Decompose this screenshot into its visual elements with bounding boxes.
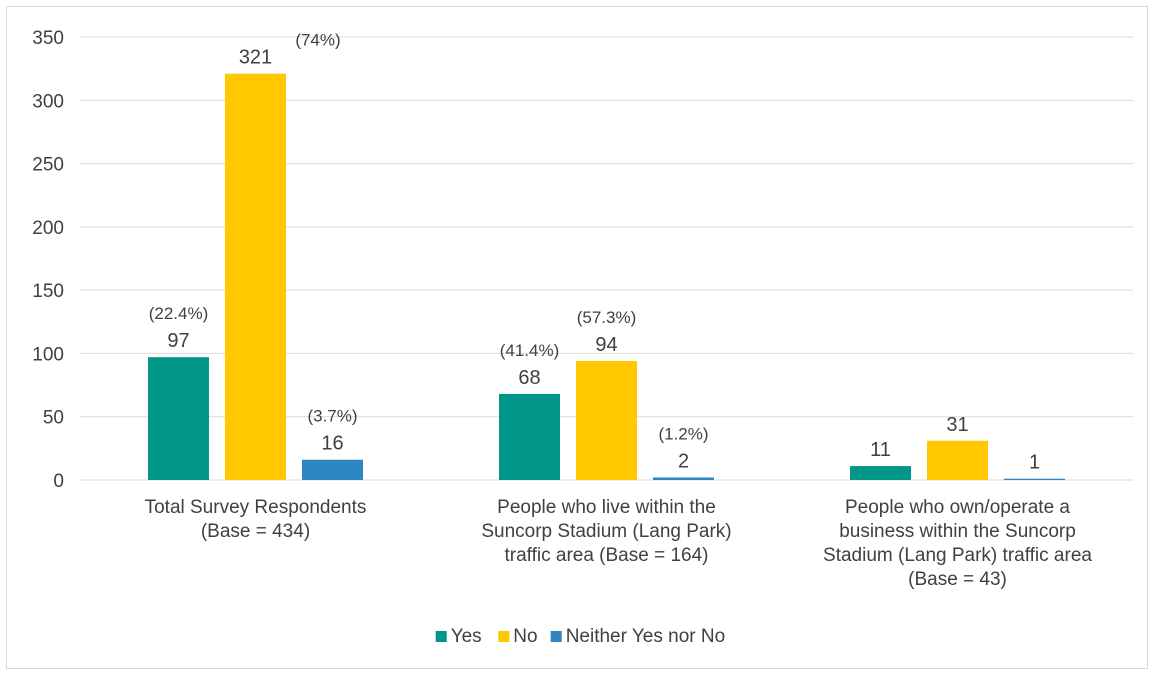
value-label: 16 [321,433,343,455]
percent-label: (74%) [295,31,340,50]
y-axis-tick-labels: 0 50 100 150 200 250 300 350 [32,28,64,492]
bar-neither-yes-nor-no [1004,478,1065,480]
y-tick-label: 300 [32,91,64,112]
category-label: (Base = 434) [201,521,310,542]
chart-border [6,6,1148,669]
y-tick-label: 250 [32,155,64,176]
category-label: business within the Suncorp [839,521,1076,542]
legend-label: Yes [451,626,482,647]
category-label: Total Survey Respondents [145,497,367,518]
data-labels: 97 (22.4%) 68 (41.4%) 11 321 (74%) 94 (57.3%) 31 1… [149,31,1040,474]
y-tick-label: 100 [32,344,64,365]
bars [148,73,1065,480]
y-tick-label: 50 [43,408,64,429]
bar-no [225,73,286,480]
y-tick-label: 200 [32,218,64,239]
value-label: 31 [946,414,968,436]
percent-label: (22.4%) [149,304,209,323]
category-label: traffic area (Base = 164) [504,545,708,566]
category-label: People who live within the [497,497,716,518]
legend-label: Neither Yes nor No [566,626,726,647]
x-axis-category-labels: Total Survey Respondents (Base = 434) Peop… [145,497,1093,590]
bar-yes [148,357,209,480]
bar-yes [499,393,560,480]
category-label: Stadium (Lang Park) traffic area [823,545,1092,566]
percent-label: (3.7%) [307,407,357,426]
value-label: 2 [678,450,689,472]
percent-label: (57.3%) [577,308,637,327]
y-tick-label: 350 [32,28,64,49]
bar-neither-yes-nor-no [653,477,714,480]
bar-yes [850,466,911,480]
bar-no [927,440,988,480]
category-label: (Base = 43) [908,569,1007,590]
legend-label: No [513,626,537,647]
y-tick-label: 0 [53,471,64,492]
bar-neither-yes-nor-no [302,459,363,480]
value-label: 321 [239,47,272,69]
value-label: 97 [167,330,189,352]
y-tick-label: 150 [32,281,64,302]
category-label: People who own/operate a [845,497,1070,518]
legend-swatch [550,631,562,642]
value-label: 11 [870,439,891,461]
legend-swatch [498,631,510,642]
value-label: 68 [518,367,540,389]
legend: Yes No Neither Yes nor No [435,626,726,647]
percent-label: (41.4%) [500,341,560,360]
bar-no [576,361,637,480]
value-label: 1 [1029,452,1040,474]
category-label: Suncorp Stadium (Lang Park) [481,521,731,542]
percent-label: (1.2%) [658,424,708,443]
value-label: 94 [595,334,617,356]
legend-swatch [435,631,447,642]
